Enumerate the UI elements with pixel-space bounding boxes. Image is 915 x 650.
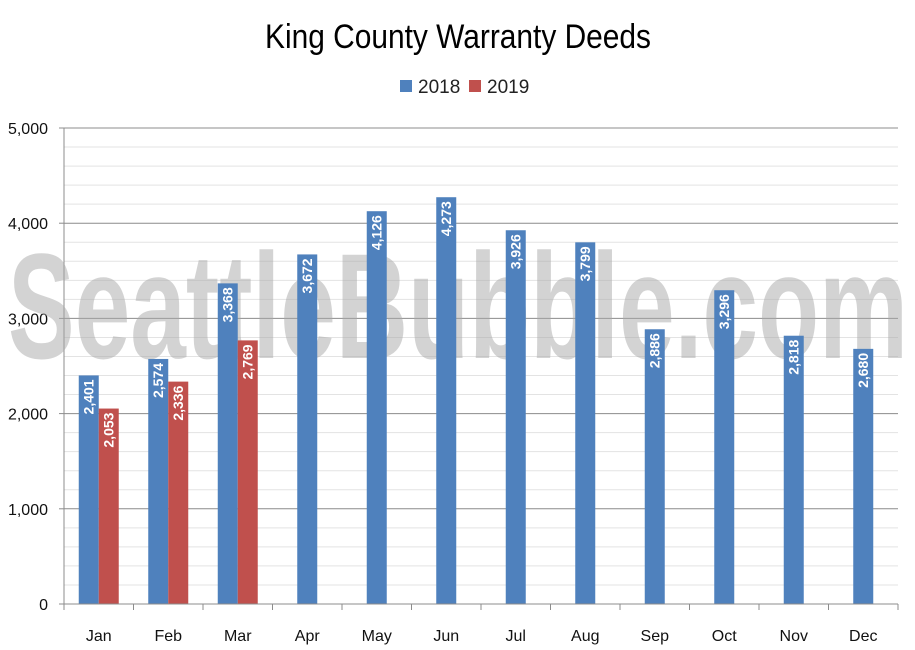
data-label-2019-feb: 2,336 <box>170 385 186 420</box>
x-axis: Jan Feb Mar Apr May Jun Jul Aug Sep Oct Nov Dec <box>64 604 898 645</box>
x-tick-label: Jan <box>86 628 112 645</box>
legend-label-2019: 2019 <box>487 77 529 98</box>
x-tick-label: Oct <box>712 628 737 645</box>
x-tick-label: Aug <box>571 628 599 645</box>
data-label-2018-jan: 2,401 <box>81 379 97 414</box>
bar-2018-nov <box>784 336 804 604</box>
data-label-2018-aug: 3,799 <box>577 246 593 281</box>
bar-2018-may <box>367 211 387 604</box>
data-label-2019-jan: 2,053 <box>101 412 117 447</box>
x-tick-label: Apr <box>295 628 321 645</box>
x-tick-label: Mar <box>224 628 252 645</box>
data-label-2018-oct: 3,296 <box>716 294 732 329</box>
legend-label-2018: 2018 <box>418 77 460 98</box>
data-label-2018-nov: 2,818 <box>786 340 802 375</box>
data-label-2018-mar: 3,368 <box>220 287 236 322</box>
x-tick-label: Nov <box>780 628 808 645</box>
chart-title: King County Warranty Deeds <box>265 18 651 56</box>
bar-2018-apr <box>297 254 317 604</box>
data-label-2019-mar: 2,769 <box>240 344 256 379</box>
data-label-2018-jun: 4,273 <box>438 201 454 236</box>
x-tick-label: Feb <box>154 628 182 645</box>
legend: 2018 2019 <box>400 77 529 98</box>
data-label-2018-feb: 2,574 <box>150 363 166 398</box>
bar-2018-mar <box>218 283 238 604</box>
y-tick-label: 1,000 <box>8 502 48 519</box>
data-label-2018-dec: 2,680 <box>855 353 871 388</box>
x-tick-label: Jun <box>433 628 459 645</box>
y-tick-label: 0 <box>39 597 48 614</box>
bar-2018-sep <box>645 329 665 604</box>
bar-2018-aug <box>575 242 595 604</box>
bar-2018-jun <box>436 197 456 604</box>
data-label-2018-sep: 2,886 <box>647 333 663 368</box>
x-tick-label: Dec <box>849 628 877 645</box>
x-tick-label: May <box>362 628 392 645</box>
data-label-2018-apr: 3,672 <box>299 258 315 293</box>
legend-swatch-2019 <box>469 80 481 92</box>
bar-2018-jul <box>506 230 526 604</box>
y-tick-label: 5,000 <box>8 121 48 138</box>
x-tick-label: Jul <box>506 628 526 645</box>
y-tick-label: 2,000 <box>8 407 48 424</box>
bar-2018-oct <box>714 290 734 604</box>
x-tick-label: Sep <box>641 628 670 645</box>
watermark-text: SeattleBubble.com <box>8 222 908 390</box>
data-label-2018-jul: 3,926 <box>508 234 524 269</box>
legend-swatch-2018 <box>400 80 412 92</box>
data-label-2018-may: 4,126 <box>369 215 385 250</box>
